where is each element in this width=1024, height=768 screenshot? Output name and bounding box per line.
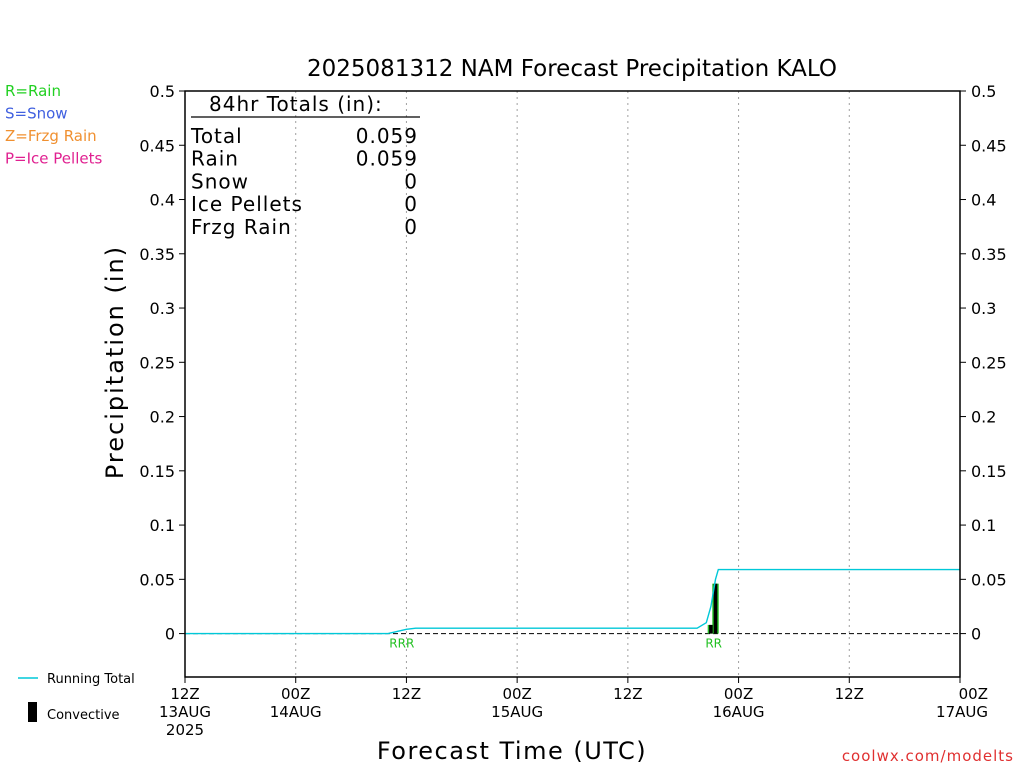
series-lines bbox=[185, 568, 960, 635]
totals-row-label: Snow bbox=[191, 169, 249, 193]
ptype-legend-item: P=Ice Pellets bbox=[5, 150, 102, 168]
y-tick-label-left: 0.4 bbox=[150, 191, 175, 210]
convective-bar bbox=[709, 624, 713, 634]
y-tick-label-right: 0.45 bbox=[971, 136, 1007, 155]
y-tick-label-right: 0.4 bbox=[971, 191, 996, 210]
y-tick-label-left: 0 bbox=[165, 625, 175, 644]
x-tick-label: 00Z bbox=[502, 685, 531, 703]
legend-label-running-total: Running Total bbox=[47, 672, 135, 687]
y-tick-label-right: 0.15 bbox=[971, 462, 1007, 481]
totals-row-value: 0 bbox=[404, 192, 418, 216]
y-tick-label-right: 0.25 bbox=[971, 353, 1007, 372]
y-tick-label-left: 0.05 bbox=[139, 570, 175, 589]
totals-panel: 84hr Totals (in): Total 0.059 Rain 0.059 Snow… bbox=[190, 92, 420, 239]
x-tick-label: 2025 bbox=[166, 721, 204, 739]
x-tick-label: 14AUG bbox=[270, 703, 322, 721]
totals-row-value: 0 bbox=[404, 169, 418, 193]
totals-row-label: Frzg Rain bbox=[191, 215, 292, 239]
legend-label-convective: Convective bbox=[47, 708, 120, 723]
watermark: coolwx.com/modelts bbox=[842, 747, 1014, 765]
x-tick-label: 00Z bbox=[959, 685, 988, 703]
y-tick-label-left: 0.2 bbox=[150, 408, 175, 427]
y-tick-label-right: 0.05 bbox=[971, 570, 1007, 589]
x-tick-label: 17AUG bbox=[936, 703, 988, 721]
ptype-legend: R=Rain S=Snow Z=Frzg Rain P=Ice Pellets bbox=[5, 82, 102, 168]
plot-frame bbox=[184, 90, 961, 678]
precip-bars bbox=[707, 583, 719, 634]
totals-row-label: Ice Pellets bbox=[191, 192, 303, 216]
x-tick-label: 12Z bbox=[613, 685, 642, 703]
ptype-marker: RRR bbox=[389, 637, 414, 651]
totals-row-label: Total bbox=[190, 124, 243, 148]
y-tick-label-right: 0 bbox=[971, 625, 981, 644]
x-tick-label: 12Z bbox=[392, 685, 421, 703]
y-tick-label-right: 0.3 bbox=[971, 299, 996, 318]
grid-lines bbox=[185, 91, 960, 677]
y-tick-label-right: 0.5 bbox=[971, 82, 996, 101]
y-tick-label-left: 0.1 bbox=[150, 516, 175, 535]
y-tick-label-left: 0.3 bbox=[150, 299, 175, 318]
legend-swatch-convective bbox=[28, 702, 37, 722]
y-tick-label-right: 0.2 bbox=[971, 408, 996, 427]
running-total-line bbox=[185, 568, 960, 635]
y-axis-ticks: 0 00.05 0.050.1 0.10.15 0.150.2 0.20.25 0.250.… bbox=[139, 82, 1006, 644]
y-tick-label-left: 0.45 bbox=[139, 136, 175, 155]
ptype-markers: RRR RR bbox=[389, 637, 722, 651]
totals-row-value: 0 bbox=[404, 215, 418, 239]
ptype-marker: RR bbox=[705, 637, 722, 651]
totals-row-value: 0.059 bbox=[356, 147, 418, 171]
y-tick-label-right: 0.1 bbox=[971, 516, 996, 535]
totals-heading: 84hr Totals (in): bbox=[209, 92, 383, 116]
x-tick-label: 12Z bbox=[835, 685, 864, 703]
ptype-legend-item: S=Snow bbox=[5, 105, 68, 123]
convective-bar bbox=[713, 583, 718, 634]
y-tick-label-left: 0.15 bbox=[139, 462, 175, 481]
chart-title: 2025081312 NAM Forecast Precipitation KA… bbox=[307, 56, 837, 82]
line-legend: Running Total Convective bbox=[18, 672, 135, 723]
ptype-legend-item: R=Rain bbox=[5, 82, 61, 100]
y-axis-label: Precipitation (in) bbox=[101, 245, 129, 479]
x-tick-label: 12Z bbox=[170, 685, 199, 703]
x-tick-label: 00Z bbox=[281, 685, 310, 703]
x-tick-label: 00Z bbox=[724, 685, 753, 703]
y-tick-label-right: 0.35 bbox=[971, 245, 1007, 264]
x-tick-label: 13AUG bbox=[159, 703, 211, 721]
y-tick-label-left: 0.25 bbox=[139, 353, 175, 372]
x-tick-label: 16AUG bbox=[713, 703, 765, 721]
y-tick-label-left: 0.5 bbox=[150, 82, 175, 101]
x-axis-label: Forecast Time (UTC) bbox=[377, 737, 647, 765]
totals-row-label: Rain bbox=[191, 147, 239, 171]
x-tick-label: 15AUG bbox=[491, 703, 543, 721]
ptype-legend-item: Z=Frzg Rain bbox=[5, 127, 97, 145]
totals-row-value: 0.059 bbox=[356, 124, 418, 148]
y-tick-label-left: 0.35 bbox=[139, 245, 175, 264]
